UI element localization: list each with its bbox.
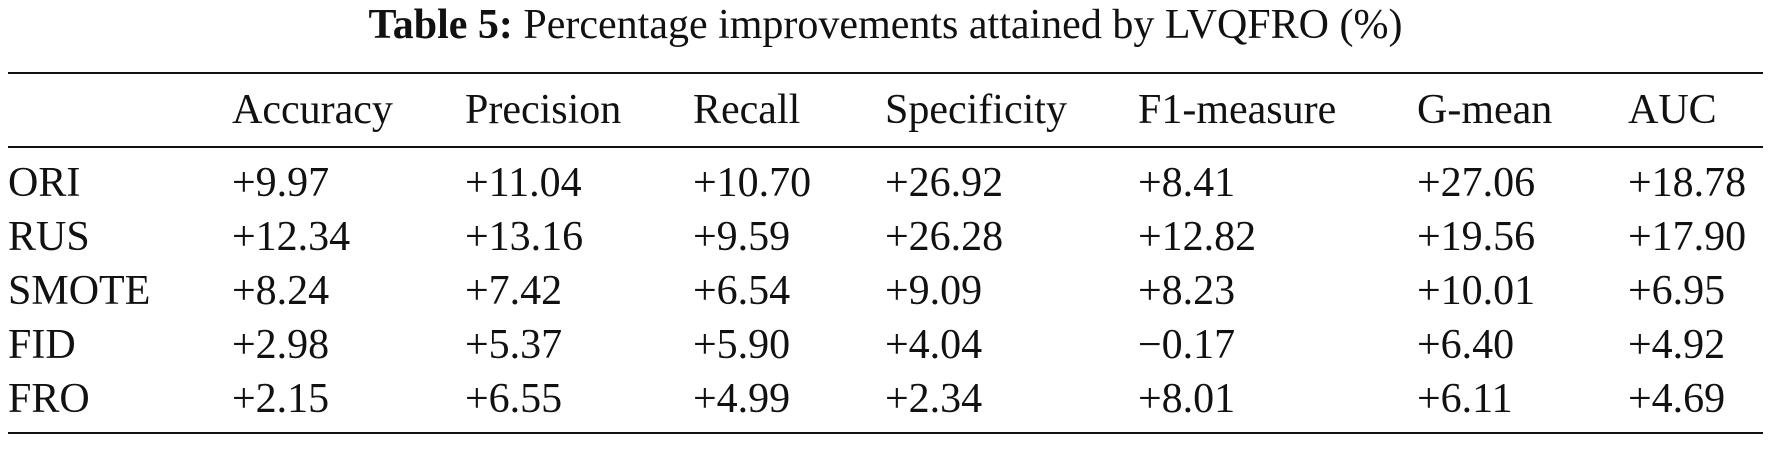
results-table-body: ORI +9.97 +11.04 +10.70 +26.92 +8.41 +27… <box>8 148 1763 432</box>
table-cell: −0.17 <box>1138 322 1236 368</box>
mid-rule <box>8 146 1763 148</box>
header-cell-recall: Recall <box>693 87 801 133</box>
bottom-rule <box>8 432 1763 434</box>
results-table: Accuracy Precision Recall Specificity F1… <box>8 74 1763 146</box>
table-cell: +5.37 <box>465 322 563 368</box>
caption-label: Table 5: <box>368 2 513 48</box>
table-cell: +11.04 <box>465 160 582 206</box>
table-cell: +9.59 <box>693 214 791 260</box>
table-cell: +2.34 <box>885 376 983 422</box>
table-cell: +27.06 <box>1417 160 1536 206</box>
header-cell-precision: Precision <box>465 87 622 133</box>
table-cell: +2.15 <box>232 376 330 422</box>
table-cell: +2.98 <box>232 322 330 368</box>
table-row-smote: SMOTE +8.24 +7.42 +6.54 +9.09 +8.23 +10.… <box>8 264 1763 318</box>
table-cell: +9.97 <box>232 160 330 206</box>
header-cell-corner <box>8 74 232 146</box>
row-label: RUS <box>8 214 90 260</box>
table-row-fro: FRO +2.15 +6.55 +4.99 +2.34 +8.01 +6.11 … <box>8 372 1763 432</box>
table-cell: +8.23 <box>1138 268 1236 314</box>
table-cell: +13.16 <box>465 214 584 260</box>
table-row-rus: RUS +12.34 +13.16 +9.59 +26.28 +12.82 +1… <box>8 210 1763 264</box>
table-cell: +5.90 <box>693 322 791 368</box>
table-cell: +6.55 <box>465 376 563 422</box>
table-cell: +10.01 <box>1417 268 1536 314</box>
table-cell: +8.01 <box>1138 376 1236 422</box>
table-cell: +4.99 <box>693 376 791 422</box>
table-cell: +17.90 <box>1628 214 1747 260</box>
table-cell: +6.95 <box>1628 268 1726 314</box>
table-cell: +8.41 <box>1138 160 1236 206</box>
table-cell: +7.42 <box>465 268 563 314</box>
header-cell-auc: AUC <box>1628 87 1717 133</box>
table-row-ori: ORI +9.97 +11.04 +10.70 +26.92 +8.41 +27… <box>8 148 1763 210</box>
table-cell: +12.82 <box>1138 214 1257 260</box>
header-row: Accuracy Precision Recall Specificity F1… <box>8 74 1763 146</box>
top-rule <box>8 72 1763 74</box>
row-label: ORI <box>8 160 81 206</box>
row-label: FRO <box>8 376 90 422</box>
table-cell: +4.92 <box>1628 322 1726 368</box>
table-cell: +12.34 <box>232 214 351 260</box>
caption-text: Percentage improvements attained by LVQF… <box>523 2 1403 48</box>
table-cell: +26.28 <box>885 214 1004 260</box>
row-label: FID <box>8 322 76 368</box>
table-cell: +6.54 <box>693 268 791 314</box>
table-cell: +19.56 <box>1417 214 1536 260</box>
table-row-fid: FID +2.98 +5.37 +5.90 +4.04 −0.17 +6.40 … <box>8 318 1763 372</box>
table-cell: +9.09 <box>885 268 983 314</box>
header-cell-g-mean: G-mean <box>1417 87 1553 133</box>
table-cell: +4.04 <box>885 322 983 368</box>
row-label: SMOTE <box>8 268 151 314</box>
table-cell: +6.11 <box>1417 376 1513 422</box>
table-cell: +10.70 <box>693 160 812 206</box>
results-table-container: Accuracy Precision Recall Specificity F1… <box>8 72 1763 434</box>
header-cell-accuracy: Accuracy <box>232 87 393 133</box>
table-cell: +4.69 <box>1628 376 1726 422</box>
table-cell: +26.92 <box>885 160 1004 206</box>
table-cell: +6.40 <box>1417 322 1515 368</box>
table-cell: +18.78 <box>1628 160 1747 206</box>
header-cell-f1-measure: F1-measure <box>1138 87 1337 133</box>
table-cell: +8.24 <box>232 268 330 314</box>
table-caption: Table 5: Percentage improvements attaine… <box>0 0 1771 60</box>
header-cell-specificity: Specificity <box>885 87 1067 133</box>
